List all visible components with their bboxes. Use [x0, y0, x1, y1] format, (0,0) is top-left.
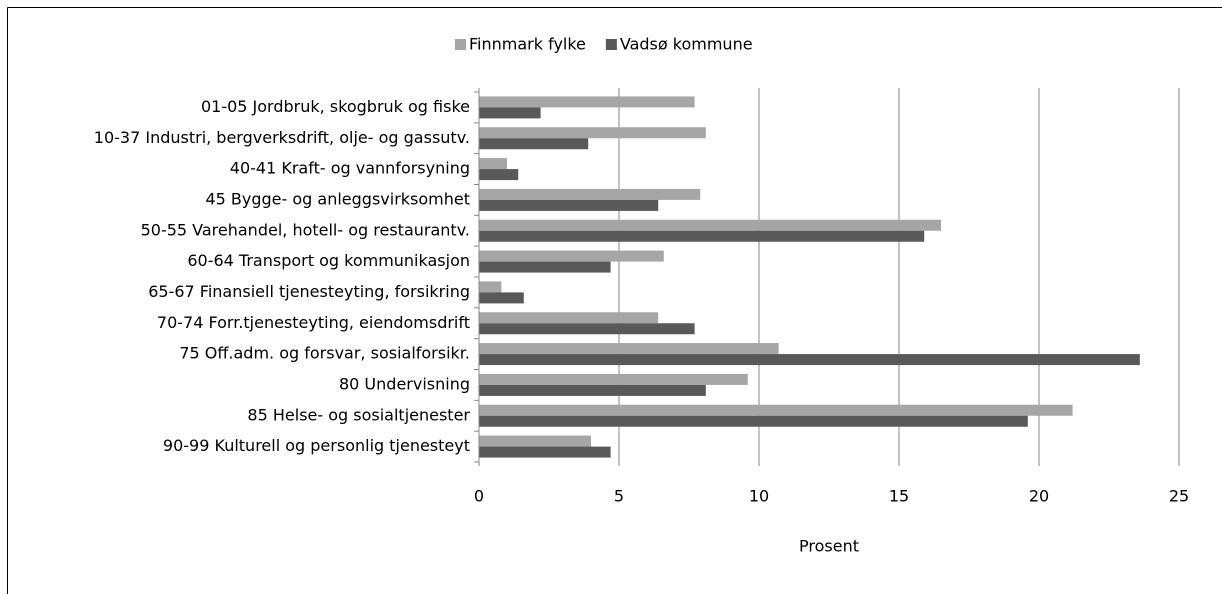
bar: [479, 373, 748, 385]
legend-swatch: [605, 39, 617, 50]
bar: [479, 199, 659, 211]
y-tick-label: 50-55 Varehandel, hotell- og restaurantv…: [141, 220, 470, 239]
legend-label: Vadsø kommune: [620, 35, 753, 54]
y-tick-label: 45 Bygge- og anleggsvirksomhet: [205, 189, 470, 208]
y-tick-label: 80 Undervisning: [339, 374, 470, 393]
bar: [479, 261, 611, 273]
bar: [479, 96, 695, 108]
y-tick-label: 40-41 Kraft- og vannforsyning: [230, 159, 470, 178]
x-tick-label: 0: [474, 487, 484, 506]
y-tick-label: 90-99 Kulturell og personlig tjenesteyt: [163, 436, 470, 455]
bar: [479, 281, 502, 293]
legend-label: Finnmark fylke: [469, 35, 586, 54]
bar: [479, 107, 541, 119]
bar: [479, 188, 701, 200]
bar: [479, 312, 659, 324]
bar: [479, 435, 591, 447]
y-tick-label: 01-05 Jordbruk, skogbruk og fiske: [201, 97, 470, 116]
x-axis-label: Prosent: [799, 537, 859, 556]
x-tick-label: 25: [1169, 487, 1189, 506]
bar: [479, 446, 611, 458]
x-tick-label: 15: [889, 487, 909, 506]
bar: [479, 250, 664, 262]
y-tick-label: 70-74 Forr.tjenesteyting, eiendomsdrift: [157, 313, 470, 332]
bar: [479, 415, 1028, 427]
bar: [479, 404, 1073, 416]
y-tick-label: 75 Off.adm. og forsvar, sosialforsikr.: [179, 344, 470, 363]
x-tick-label: 20: [1029, 487, 1049, 506]
legend-swatch: [455, 39, 466, 50]
bar: [479, 343, 779, 355]
bar: [479, 354, 1140, 366]
y-tick-label: 60-64 Transport og kommunikasjon: [187, 251, 470, 270]
x-tick-label: 5: [614, 487, 624, 506]
y-tick-label: 85 Helse- og sosialtjenester: [247, 405, 470, 424]
y-tick-label: 65-67 Finansiell tjenesteyting, forsikri…: [148, 282, 470, 301]
bar: [479, 292, 524, 304]
bar: [479, 219, 941, 231]
bar: [479, 323, 695, 335]
x-tick-label: 10: [749, 487, 769, 506]
bar: [479, 230, 925, 242]
y-tick-label: 10-37 Industri, bergverksdrift, olje- og…: [94, 128, 470, 147]
bar: [479, 158, 507, 170]
bar: [479, 169, 519, 181]
bar: [479, 127, 706, 139]
bar: [479, 384, 706, 396]
bar: [479, 138, 589, 150]
